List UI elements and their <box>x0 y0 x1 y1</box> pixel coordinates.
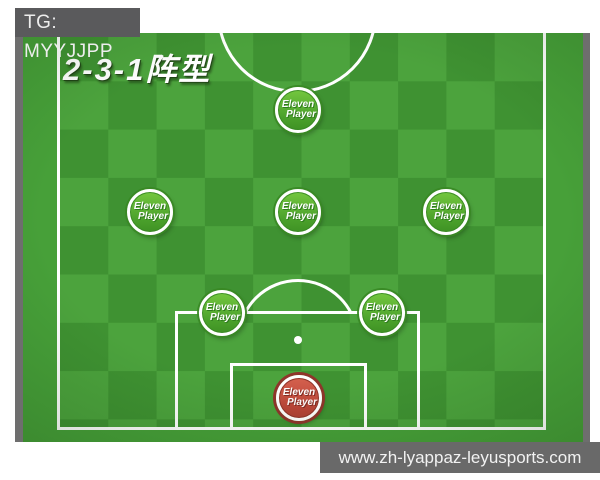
player-badge-label-line2: Player <box>137 211 169 222</box>
player-badge-label-line1: Eleven <box>365 301 399 313</box>
player-badge-label-line1: Eleven <box>429 200 463 212</box>
player-badge-defender-right: Eleven Player <box>359 290 405 336</box>
pitch-photo: 2-3-1阵型 Eleven Player Eleven Player Eleven Pl… <box>15 33 590 442</box>
player-badge-midfielder-center: Eleven Player <box>275 189 321 235</box>
site-watermark-text: www.zh-lyappaz-leyusports.com <box>338 448 582 467</box>
player-badge-midfielder-right: Eleven Player <box>423 189 469 235</box>
player-badge-label-line2: Player <box>285 109 317 120</box>
player-badge-defender-left: Eleven Player <box>199 290 245 336</box>
football-field: 2-3-1阵型 Eleven Player Eleven Player Eleven Pl… <box>23 33 583 442</box>
player-badge-label-line1: Eleven <box>133 200 167 212</box>
player-badge-label-line2: Player <box>286 397 318 408</box>
player-badge-label-line1: Eleven <box>281 200 315 212</box>
player-badge-label-line2: Player <box>369 312 401 323</box>
player-badge-label-line1: Eleven <box>205 301 239 313</box>
player-badge-goalkeeper: Eleven Player <box>276 375 322 421</box>
formation-title: 2-3-1阵型 <box>63 52 212 87</box>
player-badge-forward: Eleven Player <box>275 87 321 133</box>
tg-watermark-bar: TG: MYYJJPP <box>15 8 140 62</box>
player-badge-label-line1: Eleven <box>282 386 316 398</box>
player-badge-label-line2: Player <box>285 211 317 222</box>
site-watermark-bar: www.zh-lyappaz-leyusports.com <box>320 442 600 473</box>
player-badge-midfielder-left: Eleven Player <box>127 189 173 235</box>
tg-watermark-text: TG: MYYJJPP <box>24 12 114 62</box>
player-badge-label-line1: Eleven <box>281 98 315 110</box>
pillarbox-right <box>583 33 590 442</box>
goal-box-line <box>230 363 367 427</box>
players-layer: Eleven Player Eleven Player Eleven Player Elev… <box>23 33 583 442</box>
pillarbox-left <box>15 33 23 442</box>
penalty-spot <box>294 336 302 344</box>
player-badge-label-line2: Player <box>433 211 465 222</box>
player-badge-label-line2: Player <box>209 312 241 323</box>
